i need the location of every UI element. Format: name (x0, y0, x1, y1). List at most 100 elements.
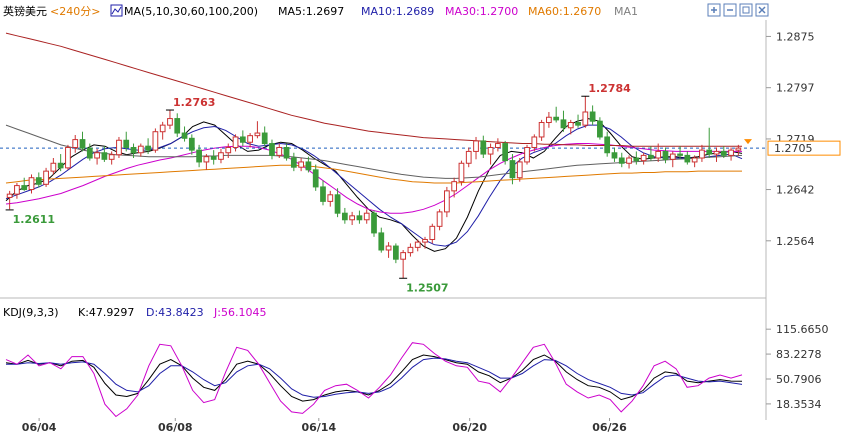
candle (589, 105, 596, 126)
candle (254, 121, 261, 139)
candle (341, 207, 348, 224)
candle (567, 119, 574, 135)
candle (480, 135, 487, 158)
kdj-line-k (5, 354, 743, 402)
candle (218, 148, 224, 164)
candle (400, 250, 407, 279)
candle (444, 186, 450, 218)
candle (327, 190, 334, 207)
date-tick-label: 06/26 (592, 421, 627, 434)
candle (662, 147, 669, 164)
candle (392, 243, 399, 264)
candle (130, 143, 137, 158)
candle (618, 152, 625, 168)
zoom-in-icon[interactable] (707, 3, 721, 17)
candle (465, 147, 472, 168)
candle (116, 136, 122, 158)
candle (14, 182, 20, 199)
candle (123, 131, 130, 152)
candle (597, 117, 603, 140)
period-label[interactable]: <240分> (50, 5, 100, 18)
ma-line-ma10 (5, 124, 743, 247)
current-price-box (767, 140, 841, 156)
candles (6, 96, 742, 279)
ma-line-ma60 (5, 164, 742, 184)
candle (458, 160, 465, 186)
candle (188, 134, 195, 155)
candle (495, 138, 501, 152)
candle (50, 158, 57, 175)
candle (720, 146, 727, 158)
kdj-j-value: J:56.1045 (213, 306, 266, 319)
candle (232, 134, 239, 152)
candle (320, 180, 326, 206)
candle (626, 155, 632, 169)
ma10-value: MA10:1.2689 (361, 5, 434, 18)
candle (312, 164, 319, 191)
candle (101, 146, 108, 162)
current-price-value: 1.2705 (774, 142, 813, 155)
candle (57, 154, 64, 172)
candle (203, 154, 210, 170)
candle (385, 242, 392, 258)
candle (422, 236, 428, 249)
candle (473, 136, 479, 160)
candle (611, 147, 618, 162)
candle (538, 119, 545, 141)
candle (546, 112, 552, 128)
candle (298, 158, 304, 172)
kdj-tick-label: 83.2278 (776, 348, 822, 361)
candle (699, 144, 705, 162)
zoom-out-icon[interactable] (723, 3, 737, 17)
price-tick-label: 1.2797 (776, 82, 815, 95)
candle (283, 143, 290, 161)
toolbar (707, 3, 769, 17)
candle (560, 110, 567, 132)
candle (502, 140, 509, 165)
candle (728, 147, 734, 161)
candle (35, 172, 42, 188)
candle (640, 152, 647, 165)
candle (684, 151, 691, 165)
ma-indicator-icon[interactable] (110, 4, 123, 17)
annotation-label: 1.2611 (13, 213, 55, 226)
kdj-d-value: D:43.8423 (146, 306, 204, 319)
candle (152, 128, 159, 153)
candle (524, 144, 530, 165)
candle (239, 130, 246, 147)
date-axis: 06/04 06/08 06/14 06/20 06/26 (22, 418, 627, 434)
kdj-params: KDJ(9,3,3) (3, 306, 59, 319)
price-tick-label: 1.2875 (776, 30, 815, 43)
candle (145, 138, 151, 155)
close-icon[interactable] (755, 3, 769, 17)
kdj-line-d (6, 357, 743, 398)
candle (436, 209, 443, 231)
candle (72, 135, 79, 153)
candle (196, 144, 202, 168)
candle (334, 188, 341, 218)
candle (181, 126, 188, 142)
candle (633, 151, 640, 165)
current-price-tag: 1.2705 (744, 139, 841, 156)
candle (553, 106, 560, 123)
candle (648, 146, 654, 161)
candle (210, 150, 217, 165)
candle (94, 148, 100, 165)
candle (604, 131, 611, 157)
candle (735, 144, 742, 156)
candle (137, 143, 144, 157)
ma-params: MA(5,10,30,60,100,200) (124, 5, 258, 18)
candle (174, 113, 181, 137)
candle (451, 177, 458, 198)
kdj-tick-label: 115.6650 (776, 323, 829, 336)
symbol-name: 英镑美元 (3, 4, 47, 18)
candle (86, 143, 93, 161)
kdj-axis: 115.6650 83.2278 50.7906 18.3534 (766, 323, 829, 411)
date-tick-label: 06/04 (22, 421, 57, 434)
candle (414, 239, 421, 252)
price-tick-label: 1.2642 (776, 184, 815, 197)
maximize-icon[interactable] (739, 3, 753, 17)
kdj-k-value: K:47.9297 (78, 306, 134, 319)
annotation-label: 1.2763 (173, 96, 215, 109)
candle (669, 151, 676, 168)
